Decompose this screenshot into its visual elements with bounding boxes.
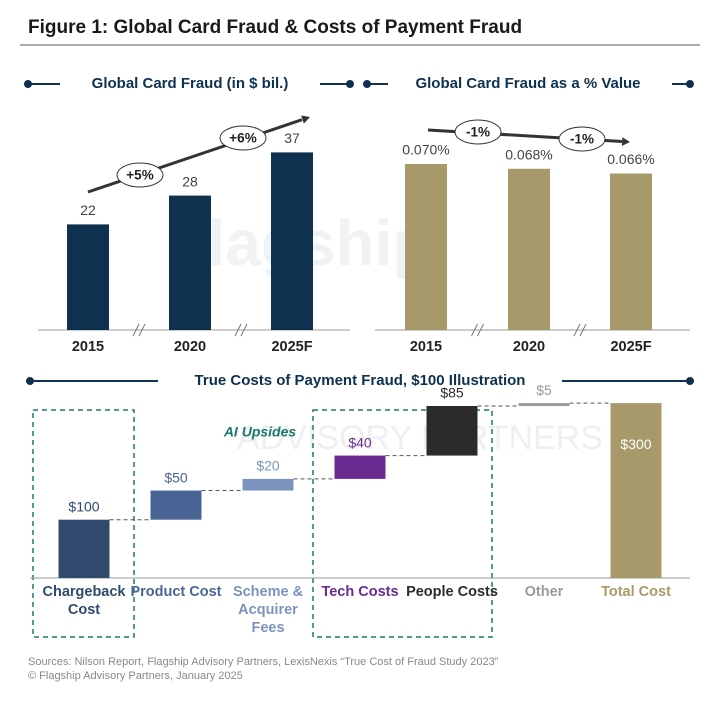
copyright: © Flagship Advisory Partners, January 20… xyxy=(28,670,243,682)
bar xyxy=(169,195,211,330)
value-label: $50 xyxy=(164,469,188,485)
x-tick-label: 2015 xyxy=(72,339,104,355)
bar xyxy=(58,519,110,578)
chart-title: Global Card Fraud (in $ bil.) xyxy=(92,75,289,92)
axis-break xyxy=(138,323,146,337)
chart-title: True Costs of Payment Fraud, $100 Illust… xyxy=(195,372,526,389)
bar xyxy=(271,152,313,330)
chart-title: Global Card Fraud as a % Value xyxy=(415,75,640,92)
value-label: $100 xyxy=(68,498,99,514)
growth-label: -1% xyxy=(570,132,594,147)
x-tick-label: Scheme & Acquirer Fees xyxy=(232,584,304,636)
x-tick-label: Product Cost xyxy=(130,584,222,600)
growth-badge xyxy=(116,162,164,188)
value-label: 28 xyxy=(182,173,198,189)
sources: Sources: Nilson Report, Flagship Advisor… xyxy=(28,656,499,668)
ai-upside-boxes xyxy=(32,409,493,638)
value-label: 0.068% xyxy=(505,146,552,162)
growth-badge xyxy=(454,119,502,145)
bar xyxy=(508,168,550,330)
x-tick-label: People Costs xyxy=(406,584,498,600)
x-tick-label: Chargeback Cost xyxy=(42,584,126,618)
value-label: $5 xyxy=(536,382,552,398)
watermark-tagline: ADVISORY PARTNERS xyxy=(237,419,603,457)
x-tick-label: 2020 xyxy=(174,339,206,355)
growth-badge xyxy=(219,125,267,151)
bar xyxy=(150,490,202,520)
growth-label: -1% xyxy=(466,125,490,140)
figure-title: Figure 1: Global Card Fraud & Costs of P… xyxy=(28,17,522,38)
axis-break xyxy=(573,323,581,337)
x-tick-label: Tech Costs xyxy=(321,584,399,600)
ai-upsides-label: AI Upsides xyxy=(223,424,297,440)
value-label: 0.070% xyxy=(402,142,449,158)
axis-break xyxy=(477,323,484,337)
x-tick-label: 2025F xyxy=(271,339,312,355)
growth-label: +5% xyxy=(126,168,153,183)
growth-badge xyxy=(558,126,606,152)
bar xyxy=(334,455,386,479)
value-label: $20 xyxy=(256,458,280,474)
value-label: 0.066% xyxy=(607,151,654,167)
growth-label: +6% xyxy=(229,131,256,146)
bar xyxy=(426,406,478,456)
arrow-head xyxy=(621,137,630,146)
bar xyxy=(405,164,447,330)
section-rules xyxy=(24,80,694,385)
value-label: $85 xyxy=(440,385,464,401)
axis-break xyxy=(132,323,140,337)
axis-break xyxy=(234,323,242,337)
x-tick-label: Total Cost xyxy=(601,584,671,600)
bar xyxy=(610,403,662,578)
arrow-head xyxy=(301,115,310,124)
value-label: 22 xyxy=(80,202,96,218)
axis-break xyxy=(579,323,587,337)
value-label: $40 xyxy=(348,434,372,450)
axis-break xyxy=(471,323,478,337)
bar xyxy=(610,173,652,330)
x-tick-label: Other xyxy=(524,584,564,600)
value-label: 37 xyxy=(284,130,300,146)
x-tick-label: 2025F xyxy=(610,339,651,355)
axis-break xyxy=(240,323,248,337)
bar xyxy=(67,224,109,330)
x-tick-label: 2020 xyxy=(513,339,545,355)
bar xyxy=(518,403,570,407)
value-label: $300 xyxy=(620,436,651,452)
x-tick-label: 2015 xyxy=(410,339,442,355)
bar xyxy=(242,478,294,491)
